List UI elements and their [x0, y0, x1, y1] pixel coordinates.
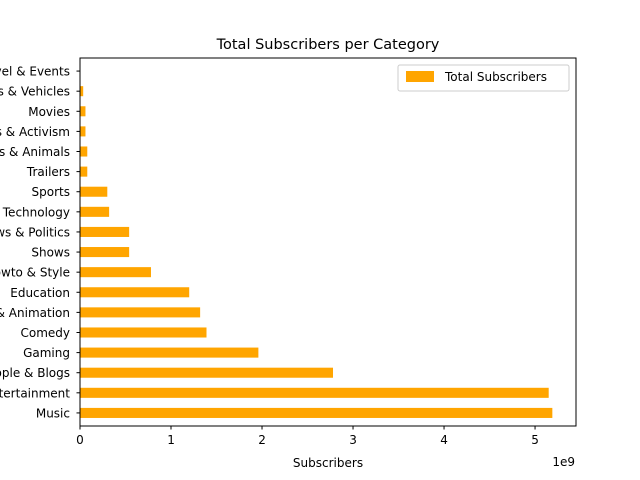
x-axis-label: Subscribers [293, 456, 363, 470]
plot-frame [79, 57, 577, 427]
bar-entertainment [80, 387, 549, 398]
y-tick-label: Howto & Style [0, 266, 70, 280]
x-tick-label: 1 [167, 433, 175, 447]
bars-group [80, 66, 553, 418]
bar-film-animation [80, 307, 201, 318]
bar-movies [80, 106, 86, 117]
y-tick-label: Nonprofits & Activism [0, 125, 70, 139]
y-tick-label: Music [36, 406, 70, 420]
y-tick-label: Autos & Vehicles [0, 85, 70, 99]
bar-people-blogs [80, 367, 334, 378]
bar-pets-animals [80, 146, 88, 157]
bar-gaming [80, 347, 259, 358]
x-tick-label: 5 [531, 433, 539, 447]
y-tick-label: Shows [31, 246, 70, 260]
bar-comedy [80, 327, 207, 338]
y-tick-label: Gaming [23, 346, 70, 360]
bar-howto-style [80, 267, 151, 278]
x-axis-scale-label: 1e9 [552, 455, 575, 469]
bar-trailers [80, 166, 88, 177]
bar-science-technology [80, 206, 110, 217]
chart-title: Total Subscribers per Category [216, 37, 440, 53]
y-tick-label: Sports [32, 185, 70, 199]
bar-music [80, 407, 553, 418]
y-tick-label: Trailers [26, 165, 70, 179]
bar-news-politics [80, 226, 130, 237]
x-tick-label: 2 [258, 433, 266, 447]
bar-shows [80, 247, 130, 258]
x-tick-label: 4 [440, 433, 448, 447]
x-ticks: 0 1 2 3 4 5 [76, 426, 539, 447]
y-tick-label: Comedy [20, 326, 70, 340]
legend: Total Subscribers [397, 64, 570, 92]
x-tick-label: 0 [76, 433, 84, 447]
y-tick-label: Entertainment [0, 386, 70, 400]
y-tick-label: Education [10, 286, 70, 300]
legend-swatch [406, 71, 434, 82]
y-tick-label: Film & Animation [0, 306, 70, 320]
x-tick-label: 3 [349, 433, 357, 447]
y-tick-label: Pets & Animals [0, 145, 70, 159]
bar-nonprofits-activism [80, 126, 86, 137]
y-tick-label: People & Blogs [0, 366, 70, 380]
y-tick-label: News & Politics [0, 225, 70, 239]
y-tick-label: Movies [28, 105, 70, 119]
y-tick-label: Science & Technology [0, 205, 70, 219]
y-tick-label: Travel & Events [0, 65, 70, 79]
bar-education [80, 287, 190, 298]
bar-sports [80, 186, 108, 197]
legend-box [397, 64, 570, 92]
legend-label: Total Subscribers [444, 70, 547, 84]
bar-autos-vehicles [80, 86, 84, 97]
y-tick-labels: Music Entertainment People & Blogs Gaming Co… [0, 65, 80, 420]
